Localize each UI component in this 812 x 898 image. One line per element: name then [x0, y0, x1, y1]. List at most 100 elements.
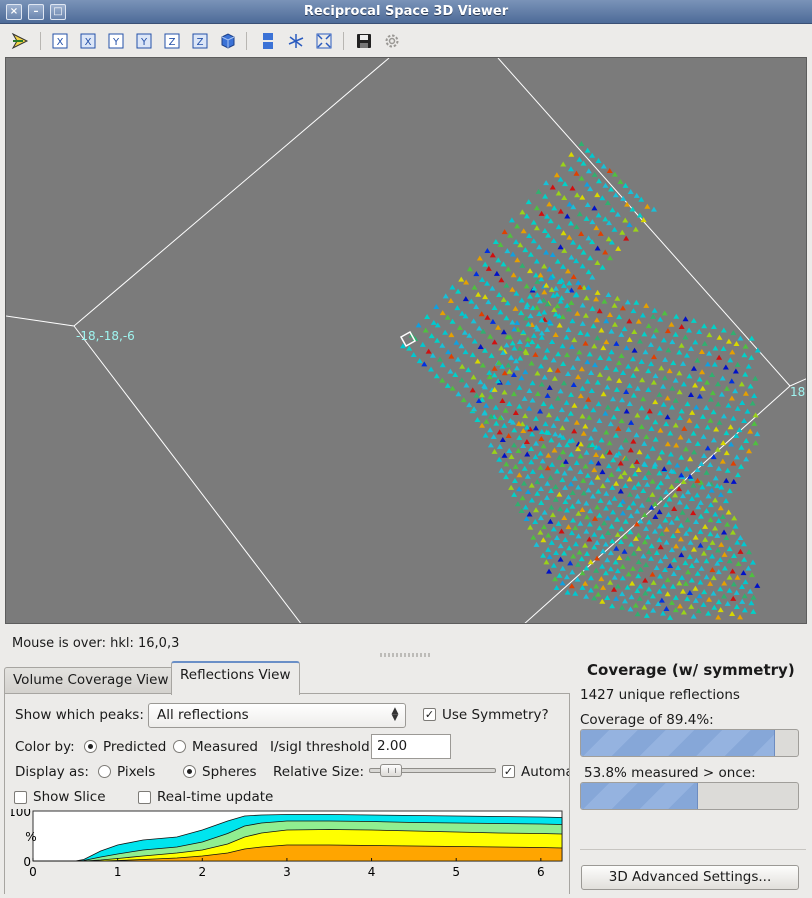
reflection-peak [599, 264, 606, 270]
reflection-peak [652, 419, 659, 425]
reflection-peak [617, 502, 624, 508]
realtime-checkbox[interactable] [138, 791, 151, 804]
reflection-peak [555, 351, 562, 357]
view-x-icon[interactable]: X [50, 31, 70, 51]
reflection-peak [692, 585, 699, 591]
reflection-peak [652, 514, 659, 520]
reflection-peak [532, 272, 539, 278]
reflection-peak [606, 375, 613, 381]
advanced-settings-button[interactable]: 3D Advanced Settings... [581, 865, 799, 890]
tab-reflections[interactable]: Reflections View [171, 661, 300, 695]
reflection-peak [606, 449, 613, 455]
reflection-peak [532, 518, 539, 524]
reflection-peak [567, 481, 574, 487]
reflection-peak [535, 188, 542, 194]
reflection-peak [567, 166, 574, 172]
threshold-input[interactable]: 2.00 [371, 734, 451, 759]
display-spheres-radio[interactable] [183, 765, 196, 778]
reflection-peak [586, 536, 593, 542]
fit-icon[interactable] [314, 31, 334, 51]
reflection-peak [614, 211, 621, 217]
relative-size-slider-handle[interactable] [379, 764, 402, 777]
minimize-icon[interactable]: – [28, 4, 44, 20]
reflection-peak [564, 213, 571, 219]
axes-icon[interactable] [286, 31, 306, 51]
display-pixels-radio[interactable] [98, 765, 111, 778]
reflection-peak [646, 519, 653, 525]
reflection-peak [510, 372, 517, 378]
reflection-peak [562, 498, 569, 504]
reflection-peak [429, 352, 436, 358]
reflection-peak [556, 441, 563, 447]
reflection-peak [574, 446, 581, 452]
reflection-peak [455, 288, 462, 294]
view-y-rev-icon[interactable]: Y [134, 31, 154, 51]
unique-reflections-text: 1427 unique reflections [580, 687, 740, 703]
splitter-handle[interactable] [380, 653, 432, 657]
reflection-peak [731, 515, 738, 521]
automatic-checkbox[interactable]: ✓ [502, 765, 515, 778]
reflection-peak [602, 249, 609, 255]
view-z-icon[interactable]: Z [162, 31, 182, 51]
show-peaks-select[interactable]: All reflections ▲ ▼ [148, 703, 406, 728]
reflection-peak [644, 534, 651, 540]
reflection-peak [589, 274, 596, 280]
cube-icon[interactable] [218, 31, 238, 51]
reflection-peak [615, 245, 622, 251]
relative-size-slider[interactable] [369, 768, 496, 773]
reflection-peak [746, 448, 753, 454]
reflection-peak [577, 468, 584, 474]
reflection-peak [540, 443, 547, 449]
reflection-peak [528, 360, 535, 366]
view-z-rev-icon[interactable]: Z [190, 31, 210, 51]
close-icon[interactable]: × [6, 4, 22, 20]
reflection-peak [749, 400, 756, 406]
reflection-peak [578, 366, 585, 372]
orient-icon[interactable] [10, 31, 30, 51]
reflection-peak [656, 391, 663, 397]
reflection-peak [439, 310, 446, 316]
reflection-peak [560, 449, 567, 455]
reflection-peak [657, 558, 664, 564]
save-icon[interactable] [354, 31, 374, 51]
use-symmetry-checkbox[interactable]: ✓ [423, 708, 436, 721]
reflection-peak [629, 356, 636, 362]
reflection-peak [733, 454, 740, 460]
reflection-peak [628, 594, 635, 600]
reflection-peak [697, 513, 704, 519]
reflection-peak [478, 311, 485, 317]
reflection-peak [600, 345, 607, 351]
tab-volume-coverage[interactable]: Volume Coverage View [4, 667, 178, 694]
reflection-peak [672, 331, 679, 337]
reflection-peak [542, 354, 549, 360]
color-predicted-radio[interactable] [84, 740, 97, 753]
reflection-peak [594, 192, 601, 198]
reflection-peak [505, 433, 512, 439]
layout-icon[interactable] [258, 31, 278, 51]
reflection-peak [479, 422, 486, 428]
show-slice-checkbox[interactable] [14, 791, 27, 804]
reflection-peak [629, 565, 636, 571]
reflection-peak [546, 201, 553, 207]
reflection-peak [603, 364, 610, 370]
reflection-peak [559, 343, 566, 349]
reciprocal-space-viewport[interactable]: -18,-18,-6 18 [5, 57, 807, 624]
reflection-peak [579, 413, 586, 419]
view-y-icon[interactable]: Y [106, 31, 126, 51]
reflection-peak [604, 515, 611, 521]
color-measured-label: Measured [192, 739, 258, 755]
reflection-peak [725, 338, 732, 344]
reflection-peak [634, 385, 641, 391]
reflection-peak [600, 391, 607, 397]
color-measured-radio[interactable] [173, 740, 186, 753]
maximize-icon[interactable]: □ [50, 4, 66, 20]
reflection-peak [575, 533, 582, 539]
reflection-peak [656, 509, 663, 515]
reflection-peak [669, 385, 676, 391]
reflection-peak [634, 508, 641, 514]
settings-icon[interactable] [382, 31, 402, 51]
reflection-peak [462, 313, 469, 319]
reflection-peak [672, 422, 679, 428]
reflection-peak [611, 321, 618, 327]
view-x-rev-icon[interactable]: X [78, 31, 98, 51]
